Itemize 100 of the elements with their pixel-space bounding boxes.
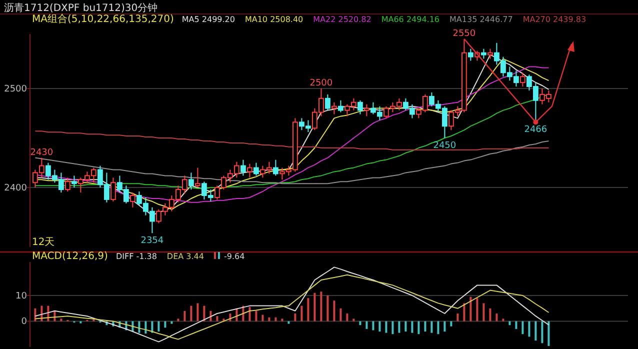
candlestick bbox=[104, 172, 110, 203]
candlestick bbox=[280, 167, 285, 180]
text: MA22 2520.82 bbox=[313, 15, 372, 24]
candlestick bbox=[384, 106, 389, 119]
text: MA270 2439.83 bbox=[522, 15, 586, 24]
candlestick bbox=[299, 118, 304, 131]
candlestick bbox=[143, 196, 148, 216]
candlestick bbox=[247, 163, 252, 178]
text: MA66 2494.16 bbox=[381, 15, 440, 24]
text: MA5 2499.20 bbox=[182, 15, 235, 24]
text: MA10 2508.40 bbox=[244, 15, 304, 24]
candlestick bbox=[494, 42, 500, 66]
candlestick bbox=[312, 108, 318, 131]
candlestick bbox=[526, 74, 532, 91]
candlestick bbox=[533, 82, 538, 123]
candlestick bbox=[455, 106, 460, 117]
candlestick bbox=[514, 70, 519, 88]
candlestick bbox=[240, 159, 246, 176]
candlestick bbox=[286, 165, 292, 176]
annotation: 2550 bbox=[452, 28, 476, 39]
candlestick bbox=[396, 98, 402, 111]
candlestick bbox=[162, 202, 168, 216]
candlestick bbox=[390, 102, 396, 113]
candlestick bbox=[208, 189, 214, 202]
candlestick bbox=[410, 104, 415, 119]
y-tick-label: 2400 bbox=[4, 184, 28, 194]
candlestick bbox=[468, 48, 474, 62]
candlestick bbox=[156, 208, 162, 224]
annotation: 2430 bbox=[30, 148, 54, 158]
candlestick bbox=[273, 159, 278, 176]
candlestick bbox=[306, 120, 311, 133]
candlestick bbox=[448, 110, 454, 131]
candlestick bbox=[150, 206, 155, 234]
legend-label: -9.64 bbox=[224, 252, 245, 261]
candlestick bbox=[195, 167, 200, 188]
y-tick-label: 2500 bbox=[4, 84, 28, 94]
candlestick bbox=[234, 161, 240, 178]
candlestick bbox=[110, 177, 116, 202]
chart-title: 沥青1712(DXPF bu1712)30分钟 bbox=[4, 2, 158, 14]
annotation: 2466 bbox=[524, 125, 548, 136]
candlestick bbox=[32, 169, 38, 188]
candlestick bbox=[214, 185, 220, 200]
legend-title: MA组合(5,10,22,66,135,270) bbox=[32, 13, 174, 25]
candlestick bbox=[325, 94, 330, 111]
candlestick bbox=[442, 106, 448, 139]
candlestick bbox=[416, 108, 422, 119]
legend-title: MACD(12,26,9) bbox=[32, 251, 108, 262]
candlestick bbox=[98, 165, 103, 188]
candlestick bbox=[188, 172, 194, 190]
candlestick bbox=[507, 66, 512, 82]
candlestick bbox=[500, 56, 506, 78]
candlestick bbox=[370, 102, 376, 115]
candlestick bbox=[436, 100, 441, 113]
candlestick bbox=[403, 98, 408, 111]
candlestick bbox=[182, 175, 188, 194]
y-tick-label: 0 bbox=[21, 317, 28, 328]
candlestick bbox=[84, 171, 90, 184]
text: MA135 2446.77 bbox=[450, 15, 513, 24]
candlestick bbox=[429, 92, 434, 107]
annotation: 2354 bbox=[140, 236, 164, 246]
candlestick bbox=[266, 161, 272, 174]
annotation: 2450 bbox=[433, 141, 456, 152]
candlestick bbox=[130, 192, 136, 208]
candlestick bbox=[228, 169, 233, 184]
candlestick bbox=[169, 194, 174, 212]
candlestick bbox=[124, 185, 129, 204]
candlestick bbox=[52, 169, 58, 184]
text: DIFF -1.38 bbox=[116, 252, 157, 261]
candlestick bbox=[358, 100, 363, 115]
candlestick bbox=[39, 157, 44, 178]
annotation: 12天 bbox=[32, 237, 55, 248]
annotation: 2500 bbox=[310, 78, 333, 88]
candlestick bbox=[481, 48, 486, 60]
candlestick bbox=[202, 181, 207, 200]
candlestick bbox=[58, 172, 64, 194]
candlestick bbox=[488, 48, 493, 60]
candlestick bbox=[78, 177, 84, 194]
text: DEA 3.44 bbox=[166, 252, 204, 261]
candlestick bbox=[117, 175, 122, 194]
candlestick bbox=[318, 88, 324, 117]
candlestick bbox=[260, 165, 266, 178]
candlestick bbox=[351, 98, 356, 111]
candlestick bbox=[364, 104, 370, 117]
candlestick bbox=[332, 102, 337, 115]
y-tick-label: 10 bbox=[16, 291, 28, 302]
candlestick bbox=[46, 162, 51, 180]
candlestick bbox=[344, 104, 350, 117]
candlestick bbox=[546, 90, 552, 103]
candlestick bbox=[221, 175, 226, 190]
candlestick bbox=[422, 94, 428, 113]
candlestick bbox=[176, 185, 181, 203]
candlestick bbox=[377, 106, 382, 121]
candlestick bbox=[540, 88, 545, 105]
candlestick bbox=[520, 72, 526, 88]
candlestick bbox=[72, 175, 77, 188]
candlestick bbox=[338, 100, 344, 113]
candlestick bbox=[254, 162, 259, 176]
candlestick bbox=[65, 177, 70, 192]
candlestick bbox=[136, 191, 142, 206]
candlestick bbox=[91, 167, 96, 184]
